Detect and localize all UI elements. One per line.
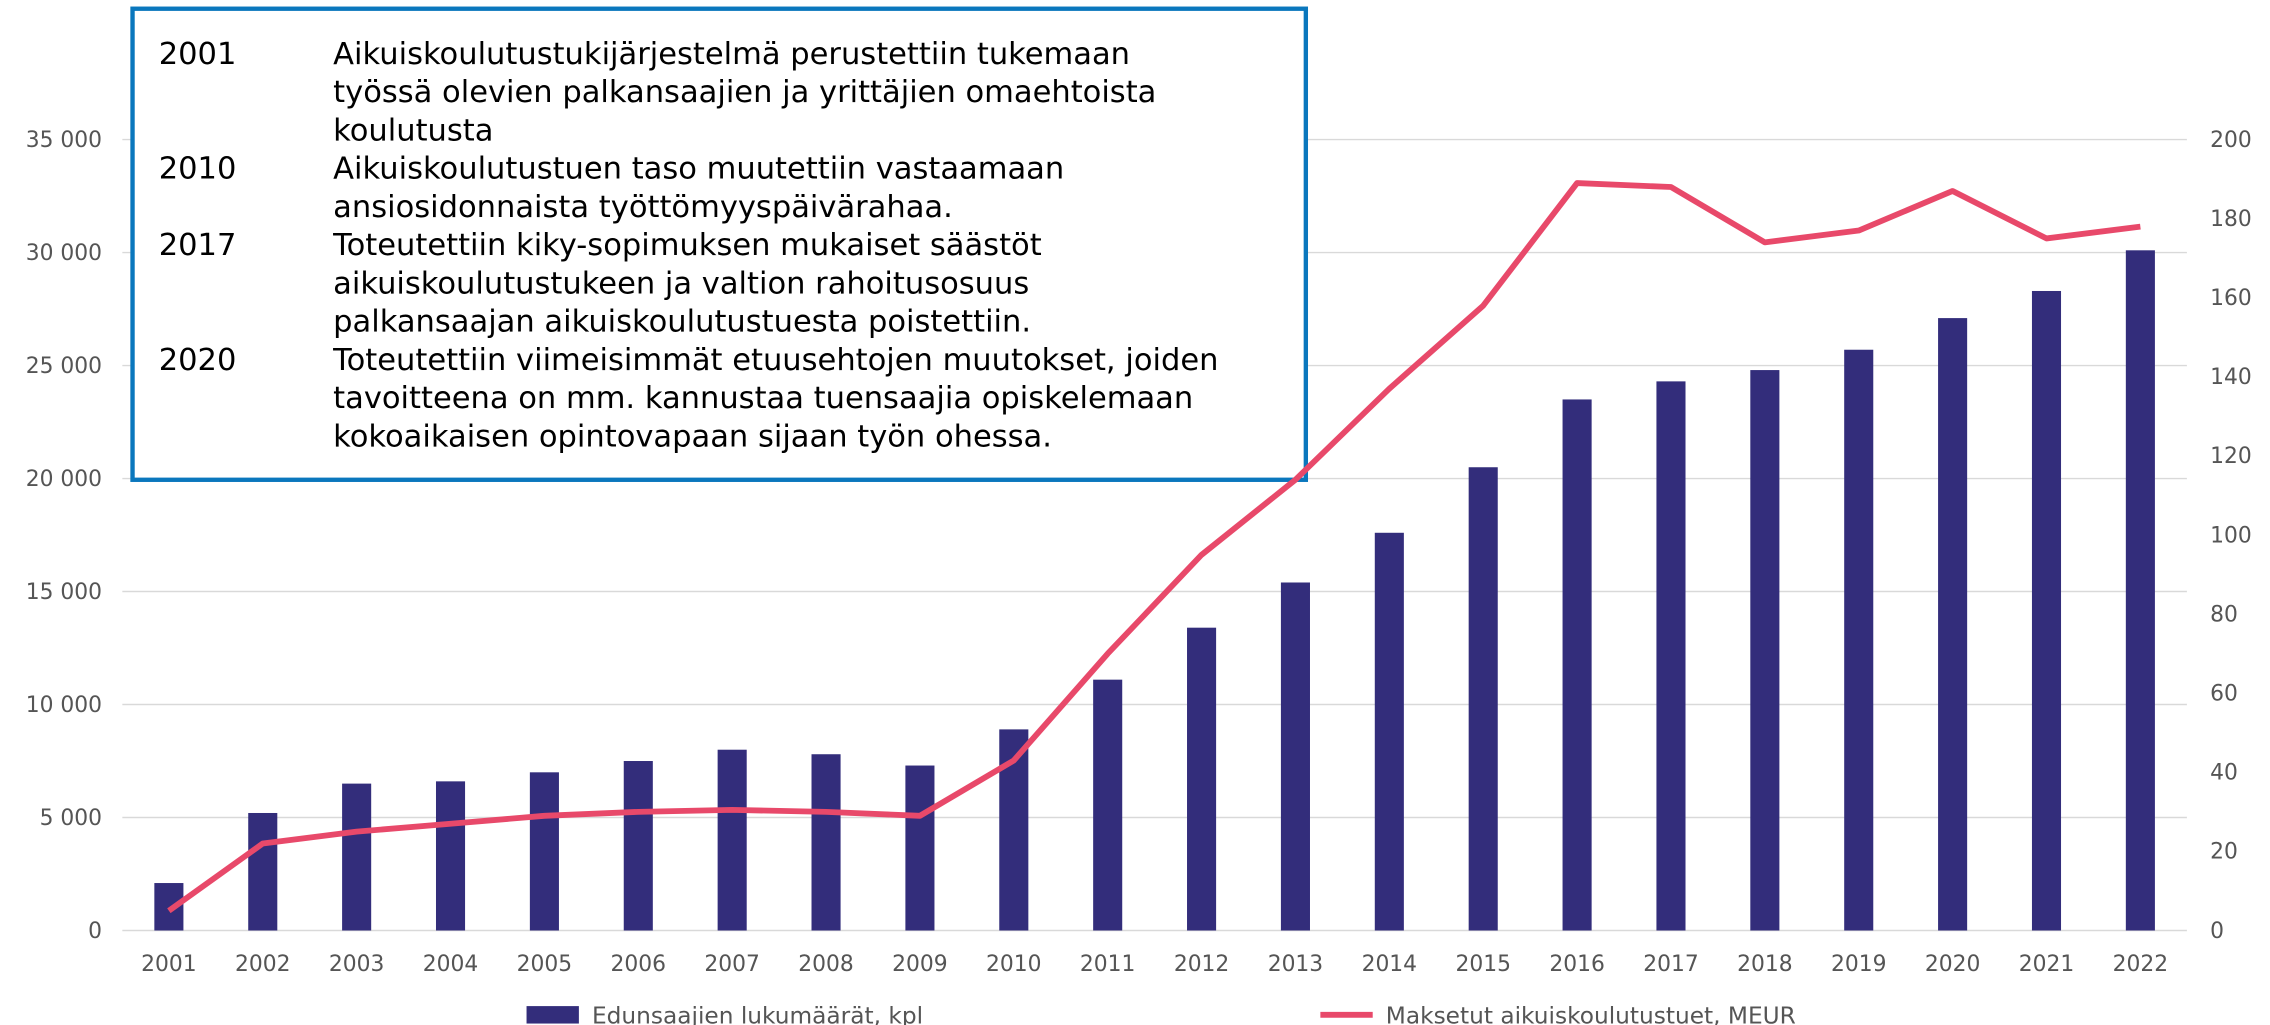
x-tick-label: 2017 [1643, 952, 1698, 977]
annotation-text: Aikuiskoulutustukijärjestelmä perustetti… [333, 37, 1130, 72]
bar [1656, 381, 1686, 931]
y2-tick-label: 0 [2210, 919, 2224, 944]
y-tick-label: 0 [88, 919, 102, 944]
bar [1280, 582, 1310, 931]
x-tick-label: 2021 [2019, 952, 2074, 977]
bar [342, 783, 372, 931]
legend-swatch [526, 1006, 579, 1024]
y-tick-label: 35 000 [26, 128, 102, 153]
bar [623, 761, 653, 931]
y2-tick-label: 20 [2210, 840, 2238, 865]
x-tick-label: 2020 [1925, 952, 1980, 977]
x-tick-label: 2010 [986, 952, 1041, 977]
bar [1093, 679, 1123, 931]
y2-tick-label: 200 [2210, 128, 2252, 153]
x-tick-label: 2019 [1831, 952, 1886, 977]
y2-tick-label: 100 [2210, 523, 2252, 548]
annotation-text: työssä olevien palkansaajien ja yrittäji… [333, 75, 1156, 110]
x-tick-label: 2007 [704, 952, 759, 977]
x-tick-label: 2018 [1737, 952, 1792, 977]
bar [717, 749, 747, 931]
y2-tick-label: 160 [2210, 286, 2252, 311]
line [167, 180, 2141, 914]
annotation-text: ansiosidonnaista työttömyyspäivärahaa. [333, 190, 953, 225]
x-tick-label: 2009 [892, 952, 947, 977]
x-tick-label: 2003 [329, 952, 384, 977]
y2-tick-label: 120 [2210, 444, 2252, 469]
y-tick-label: 25 000 [26, 354, 102, 379]
bar [1750, 370, 1780, 931]
x-tick-label: 2015 [1455, 952, 1510, 977]
legend-label: Edunsaajien lukumäärät, kpl [592, 1003, 923, 1025]
bar [529, 772, 559, 931]
bar [1844, 349, 1874, 931]
x-tick-label: 2001 [141, 952, 196, 977]
annotation-text: tavoitteena on mm. kannustaa tuensaajia … [333, 381, 1193, 416]
x-tick-label: 2008 [798, 952, 853, 977]
legend-label: Maksetut aikuiskoulutustuet, MEUR [1386, 1003, 1796, 1025]
annotation-year: 2020 [159, 343, 237, 378]
y2-tick-label: 80 [2210, 602, 2238, 627]
y-tick-label: 20 000 [26, 467, 102, 492]
y-tick-label: 5 000 [40, 806, 102, 831]
annotation-year: 2010 [159, 152, 237, 187]
annotation-text: Aikuiskoulutustuen taso muutettiin vasta… [333, 152, 1064, 187]
bar [435, 781, 466, 931]
x-tick-label: 2012 [1174, 952, 1229, 977]
x-tick-label: 2011 [1080, 952, 1135, 977]
y-tick-label: 30 000 [26, 241, 102, 266]
x-tick-label: 2002 [235, 952, 290, 977]
bar [2125, 250, 2155, 931]
bar [1562, 399, 1592, 931]
bar [1374, 532, 1404, 931]
annotation-year: 2001 [159, 37, 237, 72]
y2-tick-label: 180 [2210, 207, 2252, 232]
legend: Edunsaajien lukumäärät, kpl Maksetut aiku… [526, 1003, 1796, 1025]
bar [905, 765, 935, 931]
x-tick-label: 2006 [611, 952, 666, 977]
bar [2031, 290, 2062, 931]
x-tick-label: 2016 [1549, 952, 1604, 977]
annotation-text: koulutusta [333, 113, 493, 148]
y2-tick-label: 140 [2210, 365, 2252, 390]
annotation-text: Toteutettiin kiky-sopimuksen mukaiset sä… [332, 228, 1042, 263]
annotation-frame [130, 6, 1309, 482]
bar [1468, 467, 1498, 931]
x-tick-label: 2014 [1362, 952, 1417, 977]
annotation-year: 2017 [159, 228, 237, 263]
x-tick-label: 2005 [517, 952, 572, 977]
annotation-text: palkansaajan aikuiskoulutustuesta poiste… [333, 305, 1031, 340]
annotation-text: Toteutettiin viimeisimmät etuusehtojen m… [332, 343, 1218, 378]
bar [811, 754, 841, 931]
annotation-text: kokoaikaisen opintovapaan sijaan työn oh… [333, 419, 1052, 454]
annotation-text: aikuiskoulutustukeen ja valtion rahoitus… [333, 266, 1029, 301]
bar [1187, 627, 1217, 931]
y2-tick-label: 40 [2210, 761, 2238, 786]
annotation-box: 2001 Aikuiskoulutustukijärjestelmä perust… [130, 6, 1309, 482]
x-tick-label: 2022 [2113, 952, 2168, 977]
x-tick-label: 2004 [423, 952, 478, 977]
y-tick-label: 10 000 [26, 693, 102, 718]
y2-tick-label: 60 [2210, 681, 2238, 706]
y-tick-label: 15 000 [26, 580, 102, 605]
bar [1938, 318, 1968, 931]
bar [248, 812, 278, 931]
x-tick-label: 2013 [1268, 952, 1323, 977]
marks [154, 180, 2155, 931]
